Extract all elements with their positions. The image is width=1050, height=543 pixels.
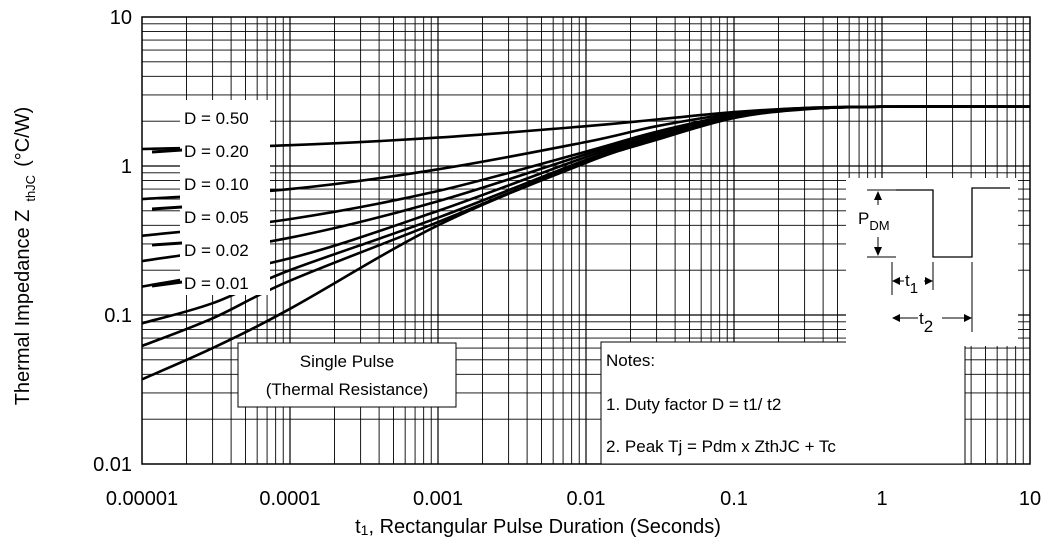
tick-labels: 0.00001 0.0001 0.001 0.01 0.1 1 10 0.01 0.1 1 10 (93, 7, 1041, 510)
t2-label: t2 (919, 309, 933, 336)
curve-label-d010: D = 0.10 (184, 175, 249, 194)
curve-label-d020: D = 0.20 (184, 142, 249, 161)
notes-bg (600, 341, 966, 465)
t2-arrowhead-right (964, 314, 972, 322)
plot-frame (141, 16, 1031, 465)
leader-d002 (151, 241, 183, 247)
notes-line-2: 2. Peak Tj = Pdm x ZthJC + Tc (606, 437, 836, 456)
y-axis-title: Thermal Impedance ZthJC(°C/W) (12, 107, 38, 406)
y-tick-label: 0.1 (104, 305, 132, 327)
single-pulse-sublabel: (Thermal Resistance) (266, 380, 429, 399)
x-tick-label: 0.00001 (106, 488, 178, 510)
leader-d001 (151, 280, 183, 288)
t2-label-bg (918, 305, 942, 335)
x-axis-title: t1, Rectangular Pulse Duration (Seconds) (355, 516, 721, 538)
x-tick-label: 0.1 (720, 488, 748, 510)
series-line-8 (141, 105, 1031, 381)
y-tick-label: 10 (110, 7, 132, 29)
curve-label-d002: D = 0.02 (184, 241, 249, 260)
y-tick-label: 0.01 (93, 454, 132, 476)
t1-arrowhead-left (892, 277, 900, 285)
t2-arrowhead-left (892, 314, 900, 322)
single-pulse-box: Single Pulse (Thermal Resistance) (237, 342, 457, 408)
curve-labels: D = 0.50 D = 0.20 D = 0.10 D = 0.05 D = … (151, 100, 270, 295)
x-tick-label: 0.0001 (259, 488, 320, 510)
x-tick-label: 10 (1019, 488, 1041, 510)
x-tick-label: 0.01 (567, 488, 606, 510)
curves (141, 105, 1031, 381)
notes-line-1: 1. Duty factor D = t1/ t2 (606, 395, 781, 414)
t1-arrowhead-right (925, 277, 933, 285)
leader-d020 (151, 148, 183, 154)
curve-label-bg (180, 100, 270, 295)
curve-label-d001: D = 0.01 (184, 274, 249, 293)
notes-box: Notes: 1. Duty factor D = t1/ t2 2. Peak… (600, 341, 966, 465)
curve-label-d005: D = 0.05 (184, 208, 249, 227)
pdm-arrowhead-down (874, 247, 882, 256)
single-pulse-bg (237, 342, 457, 408)
t1-label: t1 (905, 271, 918, 297)
y-tick-label: 1 (121, 156, 132, 178)
pdm-label-bg (856, 205, 896, 237)
pdm-arrowhead-up (874, 191, 882, 200)
leader-d005 (151, 205, 183, 211)
pulse-diagram: PDM t1 t2 (846, 178, 1018, 346)
t1-label-bg (904, 268, 924, 296)
x-tick-label: 1 (876, 488, 887, 510)
curve-label-d050: D = 0.50 (184, 109, 249, 128)
pulse-waveform (896, 187, 1010, 258)
notes-heading: Notes: (606, 351, 655, 370)
single-pulse-label: Single Pulse (300, 352, 395, 371)
x-tick-label: 0.001 (413, 488, 463, 510)
pdm-label: PDM (858, 209, 890, 233)
